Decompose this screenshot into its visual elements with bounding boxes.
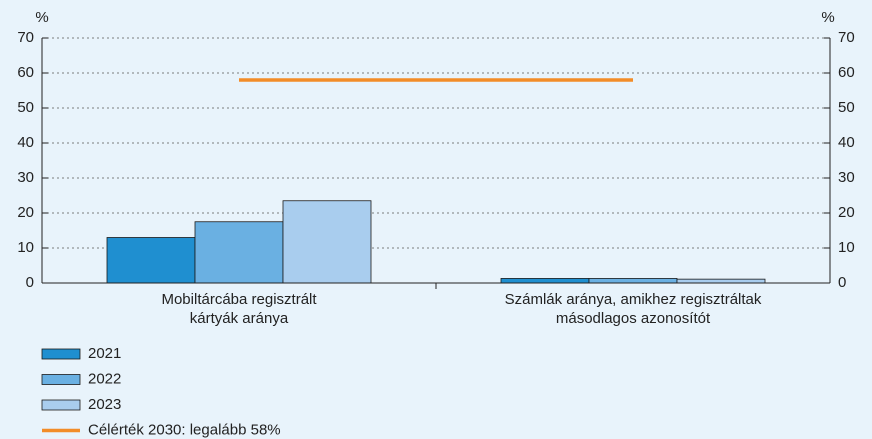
bar xyxy=(500,278,590,284)
bar xyxy=(106,237,196,284)
y-axis-unit: % xyxy=(35,9,48,26)
x-tick-label: másodlagos azonosítót xyxy=(556,310,711,327)
legend-label: 2023 xyxy=(88,396,121,413)
x-tick-label: Számlák aránya, amikhez regisztráltak xyxy=(505,291,762,308)
y2-tick-label: 60 xyxy=(838,64,855,81)
bar xyxy=(282,200,372,284)
y2-tick-label: 20 xyxy=(838,204,855,221)
y-tick-label: 0 xyxy=(26,274,34,291)
y2-tick-label: 50 xyxy=(838,99,855,116)
y2-tick-label: 70 xyxy=(838,29,855,46)
y2-axis-unit: % xyxy=(821,9,834,26)
y-tick-label: 20 xyxy=(17,204,34,221)
y-tick-label: 60 xyxy=(17,64,34,81)
y2-tick-label: 0 xyxy=(838,274,846,291)
legend-label: 2022 xyxy=(88,370,121,387)
legend-swatch xyxy=(41,374,81,385)
y2-tick-label: 40 xyxy=(838,134,855,151)
x-tick-label: Mobiltárcába regisztrált xyxy=(161,291,317,308)
y-tick-label: 40 xyxy=(17,134,34,151)
bar xyxy=(194,221,284,284)
bar xyxy=(588,278,678,284)
y-tick-label: 10 xyxy=(17,239,34,256)
bar xyxy=(676,278,766,284)
y-tick-label: 50 xyxy=(17,99,34,116)
x-tick-label: kártyák aránya xyxy=(190,310,289,327)
y2-tick-label: 30 xyxy=(838,169,855,186)
legend-label: Célérték 2030: legalább 58% xyxy=(88,421,281,438)
legend-label: 2021 xyxy=(88,345,121,362)
legend-swatch xyxy=(41,348,81,360)
y2-tick-label: 10 xyxy=(838,239,855,256)
y-tick-label: 70 xyxy=(17,29,34,46)
legend-swatch xyxy=(41,399,81,411)
y-tick-label: 30 xyxy=(17,169,34,186)
